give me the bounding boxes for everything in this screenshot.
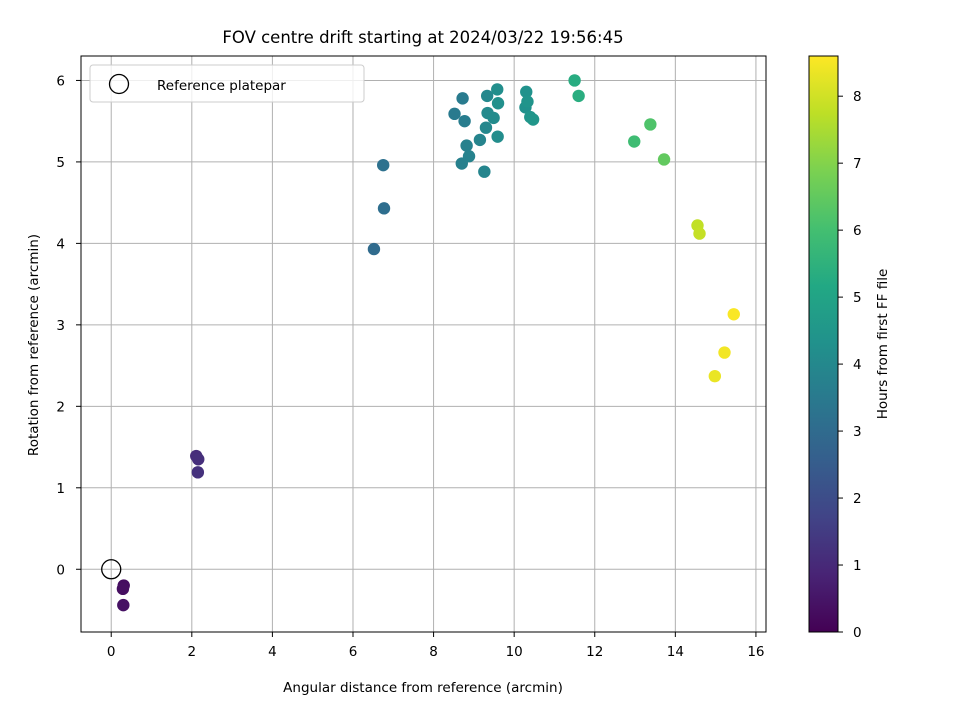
data-point	[479, 121, 493, 134]
x-tick-label: 12	[586, 644, 603, 660]
data-point	[657, 153, 671, 166]
x-tick-label: 0	[107, 644, 116, 660]
data-point	[644, 118, 657, 131]
colorbar: 0 1 2 3 4 5 6 7 8 Hours from first FF file	[808, 55, 891, 641]
data-point	[628, 135, 641, 148]
y-tick-label: 1	[56, 481, 65, 497]
y-tick-label: 2	[56, 399, 65, 415]
legend: Reference platepar	[89, 64, 365, 103]
colorbar-tick-label: 8	[853, 89, 862, 105]
data-point	[192, 453, 205, 466]
y-tick-label: 6	[56, 73, 65, 89]
data-point	[708, 369, 722, 383]
x-axis-label: Angular distance from reference (arcmin)	[283, 680, 563, 696]
x-tick-label: 14	[667, 644, 684, 660]
grid-lines	[81, 56, 766, 632]
data-point	[377, 202, 391, 215]
data-point	[693, 227, 706, 240]
data-point	[191, 466, 205, 479]
data-point	[456, 92, 469, 105]
plot-frame	[80, 55, 767, 633]
legend-box	[89, 64, 365, 103]
y-axis-label: Rotation from reference (arcmin)	[26, 234, 42, 456]
colorbar-gradient	[808, 55, 839, 633]
data-points	[116, 74, 740, 612]
data-point	[718, 346, 731, 359]
colorbar-tick-label: 3	[853, 424, 862, 440]
colorbar-label: Hours from first FF file	[875, 269, 891, 420]
data-point	[462, 150, 476, 163]
data-point	[491, 130, 504, 143]
reference-marker	[101, 559, 122, 580]
data-point	[491, 97, 505, 110]
chart-title: FOV centre drift starting at 2024/03/22 …	[222, 28, 623, 47]
data-point	[458, 114, 471, 128]
data-point	[480, 89, 494, 103]
data-point	[478, 165, 491, 178]
data-point	[526, 113, 540, 126]
colorbar-ticks: 0 1 2 3 4 5 6 7 8	[838, 89, 862, 641]
x-tick-label: 4	[268, 644, 277, 660]
x-tick-label: 8	[429, 644, 438, 660]
reference-platepar-marker	[101, 559, 122, 580]
y-tick-label: 4	[56, 236, 65, 252]
data-point	[116, 582, 130, 596]
x-tick-label: 6	[349, 644, 358, 660]
data-point	[727, 308, 740, 321]
colorbar-tick-label: 0	[853, 625, 862, 641]
colorbar-tick-label: 7	[853, 156, 862, 172]
y-axis-ticks: 0 1 2 3 4 5 6	[56, 73, 81, 578]
data-point	[448, 107, 461, 121]
colorbar-tick-label: 6	[853, 223, 862, 239]
legend-reference-marker-icon	[108, 73, 130, 95]
x-axis-ticks: 0 2 4 6 8 10 12 14 16	[107, 632, 765, 660]
x-tick-label: 16	[747, 644, 764, 660]
data-point	[367, 242, 381, 256]
y-tick-label: 5	[56, 155, 65, 171]
data-point	[473, 133, 487, 147]
colorbar-tick-label: 2	[853, 491, 862, 507]
colorbar-tick-label: 1	[853, 558, 862, 574]
colorbar-tick-label: 4	[853, 357, 862, 373]
colorbar-tick-label: 5	[853, 290, 862, 306]
data-point	[568, 74, 581, 87]
data-point	[520, 85, 533, 99]
data-point	[491, 83, 504, 96]
data-point	[117, 598, 130, 612]
x-tick-label: 10	[506, 644, 523, 660]
legend-entry-label: Reference platepar	[157, 78, 286, 94]
data-point	[521, 95, 534, 108]
y-tick-label: 0	[56, 562, 65, 578]
data-point	[377, 158, 390, 172]
x-tick-label: 2	[188, 644, 197, 660]
data-point	[460, 139, 473, 152]
y-tick-label: 3	[56, 318, 65, 334]
data-point	[487, 111, 500, 125]
data-point	[572, 89, 585, 103]
